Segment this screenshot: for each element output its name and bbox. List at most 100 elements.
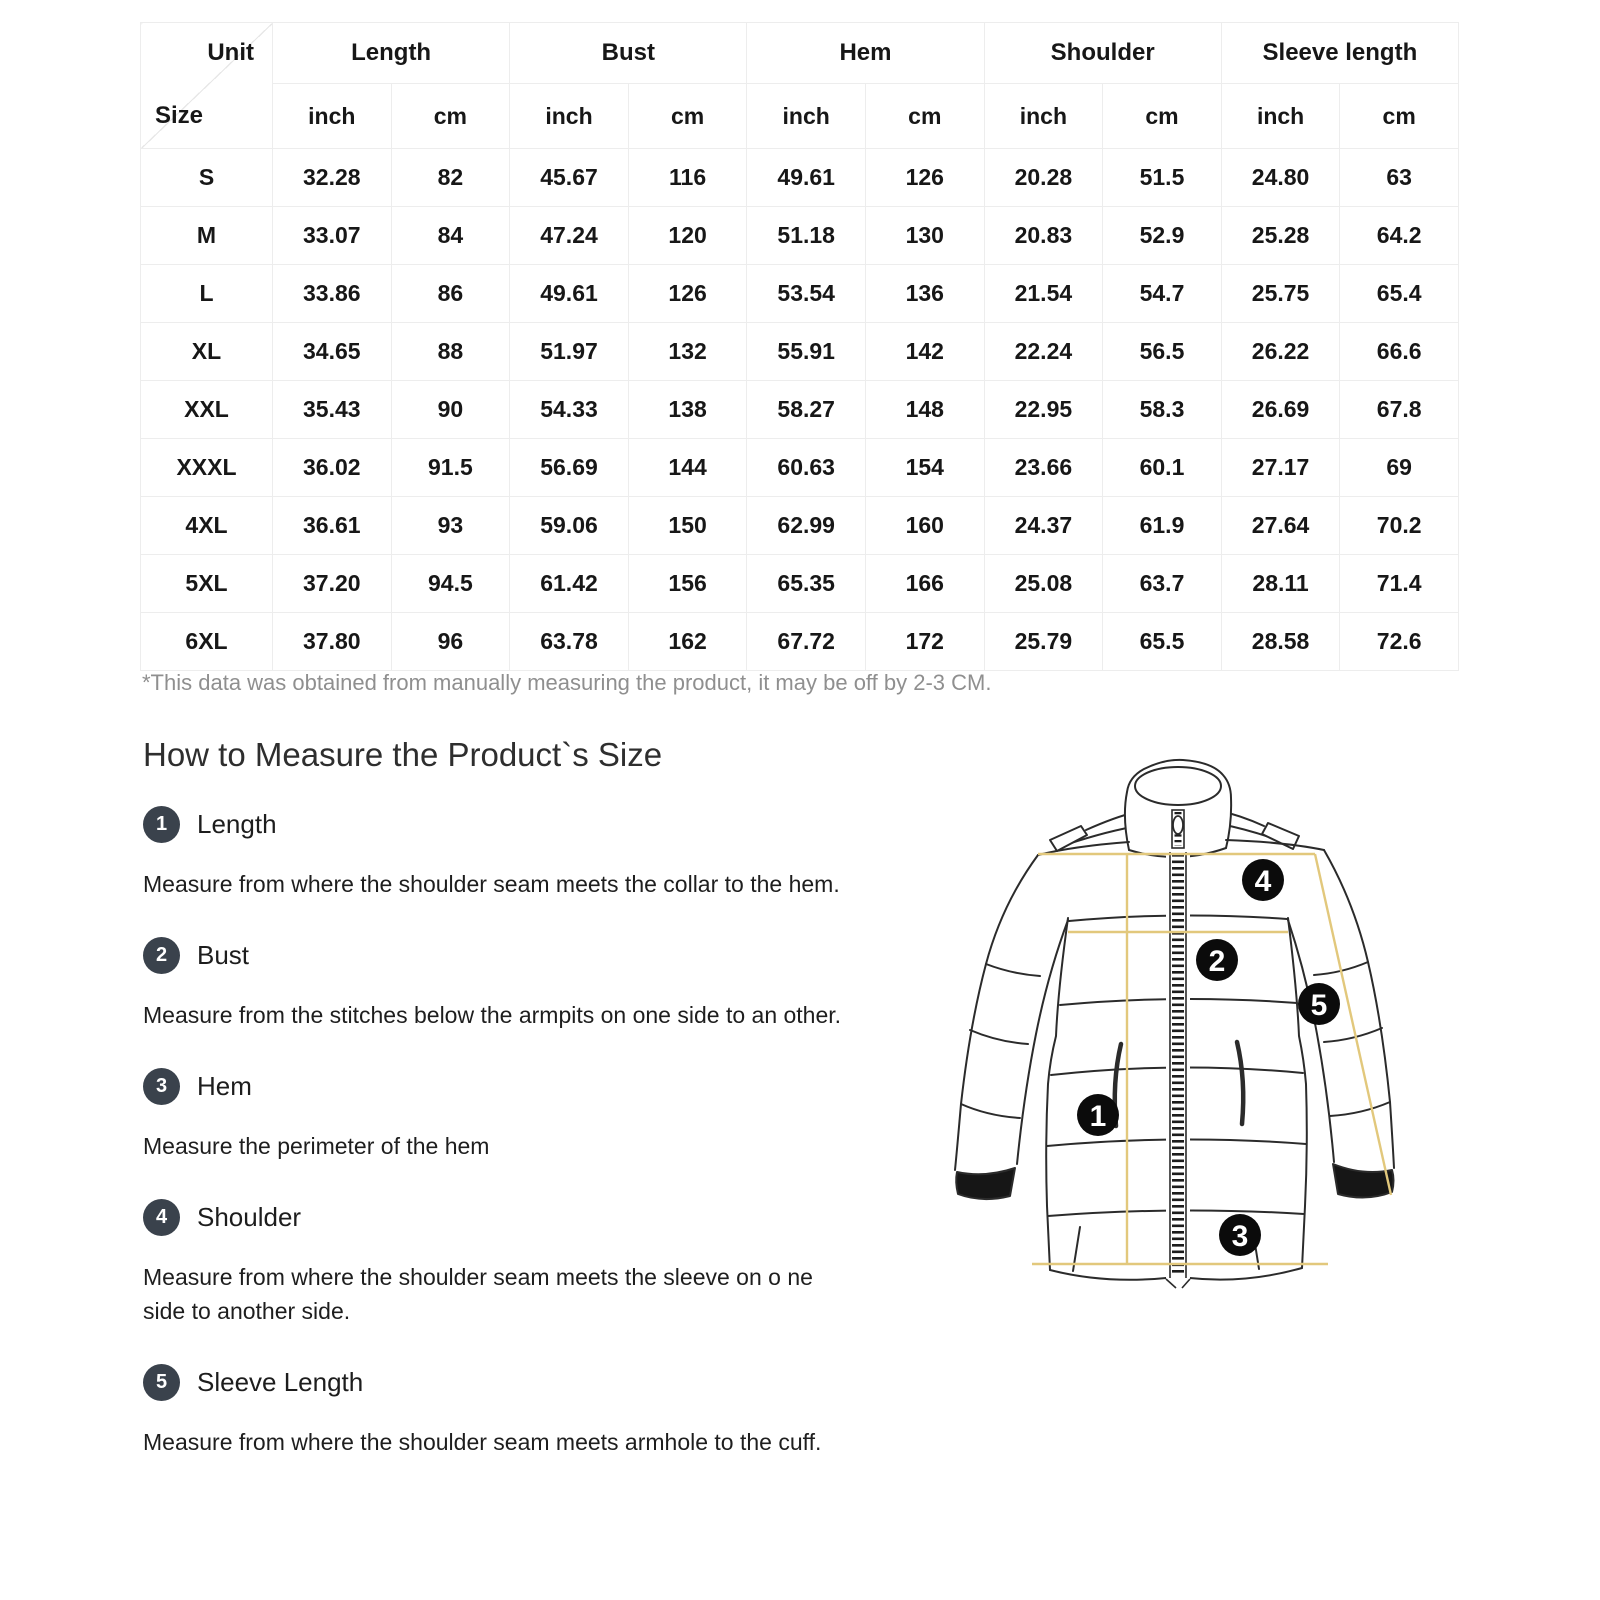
cell: 61.9 [1102, 496, 1222, 555]
cell: 60.1 [1102, 438, 1222, 497]
cell: 22.24 [983, 322, 1104, 381]
cell: 64.2 [1339, 206, 1459, 265]
right-cuff [1332, 1163, 1395, 1199]
group-header-hem: Hem [746, 22, 985, 84]
cell: 53.54 [746, 264, 866, 323]
step-title: Shoulder [197, 1202, 302, 1232]
step-title: Bust [197, 940, 250, 970]
cell: 21.54 [983, 264, 1104, 323]
cell: 25.28 [1220, 206, 1341, 265]
cell: 94.5 [390, 554, 511, 613]
left-sleeve-quilt [985, 963, 1041, 977]
right-sleeve-quilt [1323, 1027, 1383, 1043]
step-title: Length [197, 809, 277, 839]
cell: 144 [627, 438, 748, 497]
cell: 82 [390, 148, 511, 207]
hem-right [1189, 1267, 1303, 1281]
cell: 49.61 [509, 264, 629, 323]
cell: 66.6 [1339, 322, 1459, 381]
measurement-disclaimer: *This data was obtained from manually me… [142, 670, 992, 695]
cell: 28.58 [1220, 612, 1341, 671]
cell: 25.79 [983, 612, 1104, 671]
cell: 91.5 [390, 438, 511, 497]
cell: 71.4 [1339, 554, 1459, 613]
cell: 28.11 [1220, 554, 1341, 613]
size-label: L [140, 264, 273, 323]
table-row-xxxl: XXXL 36.02 91.5 56.69 144 60.63 154 23.6… [140, 438, 1459, 497]
cell: 58.3 [1102, 380, 1222, 439]
cell: 56.69 [509, 438, 629, 497]
group-header-bust: Bust [509, 22, 748, 84]
cell: 126 [627, 264, 748, 323]
right-sleeve-inner [1287, 919, 1335, 1163]
cell: 130 [864, 206, 985, 265]
corner-size-label: Size [155, 102, 204, 129]
cell: 166 [864, 554, 985, 613]
step-length: 1 Length Measure from where the shoulder… [143, 806, 843, 901]
size-label: M [140, 206, 273, 265]
cell: 72.6 [1339, 612, 1459, 671]
cell: 20.83 [983, 206, 1104, 265]
cell: 84 [390, 206, 511, 265]
diagram-markers: 4 2 5 1 3 [1077, 859, 1340, 1256]
cell: 20.28 [983, 148, 1104, 207]
size-chart-table: Unit Size Length Bust Hem Shoulder Sleev… [140, 22, 1459, 671]
cell: 54.33 [509, 380, 629, 439]
right-sleeve-outer [1323, 849, 1395, 1169]
cell: 24.37 [983, 496, 1104, 555]
cell: 51.18 [746, 206, 866, 265]
left-sleeve-outer [954, 854, 1039, 1171]
cell: 35.43 [272, 380, 392, 439]
cell: 67.8 [1339, 380, 1459, 439]
cell: 49.61 [746, 148, 866, 207]
cell: 126 [864, 148, 985, 207]
cell: 36.02 [272, 438, 392, 497]
step-description: Measure from where the shoulder seam mee… [143, 1264, 813, 1324]
cell: 25.75 [1220, 264, 1341, 323]
step-number-badge: 1 [143, 806, 180, 843]
right-sleeve-quilt [1329, 1101, 1391, 1117]
zipper-bottom-split [1165, 1278, 1191, 1289]
table-row-xxl: XXL 35.43 90 54.33 138 58.27 148 22.95 5… [140, 380, 1459, 439]
cell: 65.5 [1102, 612, 1222, 671]
hood-right-toggle [1261, 822, 1300, 850]
cell: 120 [627, 206, 748, 265]
cell: 59.06 [509, 496, 629, 555]
cell: 51.5 [1102, 148, 1222, 207]
table-row-s: S 32.28 82 45.67 116 49.61 126 20.28 51.… [140, 148, 1459, 207]
marker-circle-1 [1077, 1094, 1119, 1136]
cell: 51.97 [509, 322, 629, 381]
cell: 52.9 [1102, 206, 1222, 265]
cell: 132 [627, 322, 748, 381]
cell: 45.67 [509, 148, 629, 207]
measurement-lines [1032, 852, 1393, 1266]
cell: 90 [390, 380, 511, 439]
cell: 34.65 [272, 322, 392, 381]
cell: 86 [390, 264, 511, 323]
marker-1: 1 [1090, 1100, 1107, 1133]
size-label: 4XL [140, 496, 273, 555]
marker-circle-2 [1196, 939, 1238, 981]
step-number-badge: 5 [143, 1364, 180, 1401]
cell: 138 [627, 380, 748, 439]
cell: 60.63 [746, 438, 866, 497]
cell: 65.4 [1339, 264, 1459, 323]
group-header-length: Length [271, 22, 511, 84]
cell: 88 [390, 322, 511, 381]
cell: 162 [627, 612, 748, 671]
cell: 150 [627, 496, 748, 555]
marker-4: 4 [1255, 865, 1272, 898]
cell: 25.08 [983, 554, 1104, 613]
unit-header-cm: cm [864, 83, 985, 149]
table-row-l: L 33.86 86 49.61 126 53.54 136 21.54 54.… [140, 264, 1459, 323]
cell: 160 [864, 496, 985, 555]
cell: 62.99 [746, 496, 866, 555]
cell: 36.61 [272, 496, 392, 555]
unit-size-corner-cell: Unit Size [140, 22, 273, 149]
sleeve-measure-line [1313, 853, 1393, 1196]
step-number-badge: 2 [143, 937, 180, 974]
cell: 96 [390, 612, 511, 671]
left-sleeve-quilt [960, 1103, 1021, 1119]
cell: 63.7 [1102, 554, 1222, 613]
unit-header-inch: inch [272, 83, 392, 149]
